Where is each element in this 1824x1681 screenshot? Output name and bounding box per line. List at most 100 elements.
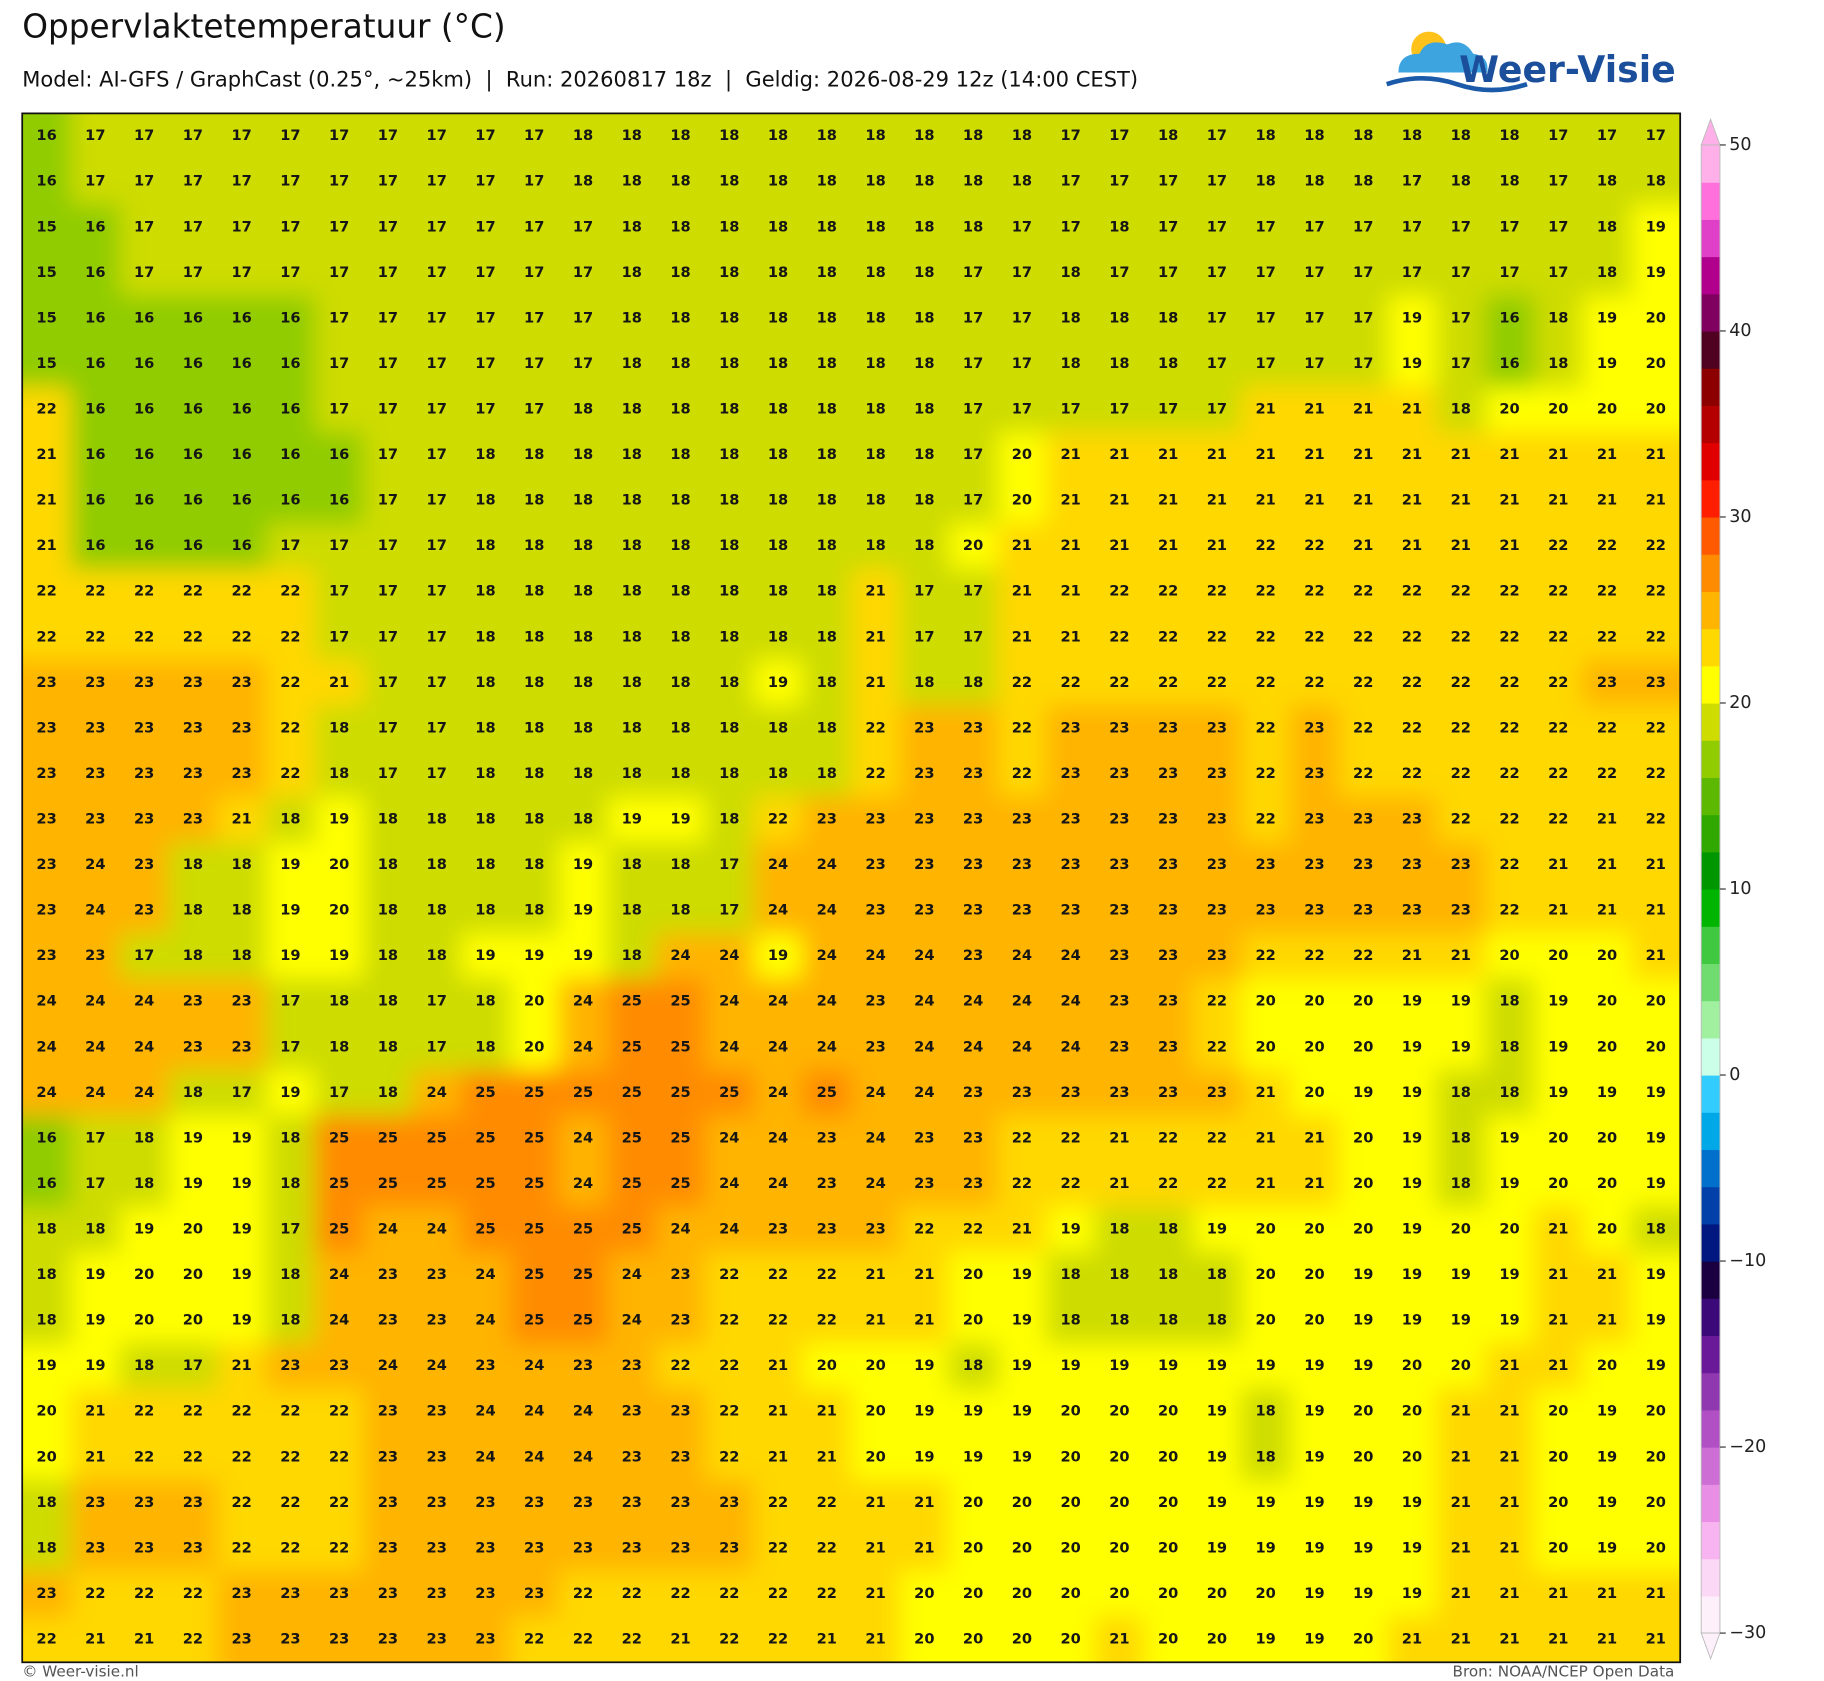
field-cell: [1387, 113, 1438, 160]
grid-value: 23: [817, 811, 837, 828]
field-cell: [656, 295, 706, 342]
grid-value: 20: [963, 1266, 983, 1283]
grid-value: 21: [1304, 1129, 1324, 1146]
field-cell: [899, 1616, 950, 1663]
grid-value: 18: [768, 719, 788, 736]
field-cell: [558, 887, 609, 935]
field-cell: [314, 1434, 365, 1481]
grid-value: 17: [524, 218, 544, 235]
field-cell: [168, 158, 218, 206]
grid-value: 21: [1548, 492, 1568, 509]
grid-value: 21: [1597, 902, 1617, 919]
field-cell: [1290, 1024, 1340, 1071]
grid-value: 17: [378, 401, 398, 418]
grid-value: 19: [36, 1357, 56, 1374]
field-cell: [1582, 842, 1633, 889]
grid-value: 21: [1109, 1631, 1129, 1648]
grid-value: 23: [1304, 811, 1324, 828]
grid-value: 25: [670, 1129, 690, 1146]
grid-value: 20: [1646, 401, 1666, 418]
grid-value: 17: [475, 401, 495, 418]
field-cell: [753, 250, 804, 297]
grid-value: 18: [719, 811, 739, 828]
grid-value: 22: [1158, 583, 1178, 600]
grid-value: 18: [1353, 127, 1373, 144]
field-cell: [1290, 1388, 1340, 1436]
grid-value: 22: [719, 1312, 739, 1329]
grid-value: 17: [963, 492, 983, 509]
grid-value: 21: [1646, 492, 1666, 509]
grid-value: 18: [1109, 218, 1129, 235]
grid-value: 23: [1012, 902, 1032, 919]
grid-value: 18: [670, 628, 690, 645]
grid-value: 18: [1256, 127, 1276, 144]
field-cell: [656, 250, 706, 297]
field-cell: [412, 614, 462, 661]
grid-value: 23: [183, 993, 203, 1010]
field-cell: [314, 796, 365, 843]
grid-value: 22: [1499, 856, 1519, 873]
field-cell: [119, 887, 170, 935]
grid-value: 23: [183, 765, 203, 782]
grid-value: 23: [329, 1631, 349, 1648]
field-cell: [1387, 1388, 1438, 1436]
grid-value: 17: [1402, 218, 1422, 235]
field-cell: [168, 1252, 218, 1299]
field-cell: [1290, 204, 1340, 251]
grid-value: 24: [768, 1084, 788, 1101]
field-cell: [217, 796, 267, 843]
field-cell: [363, 432, 414, 479]
grid-value: 23: [1207, 811, 1227, 828]
grid-value: 18: [524, 446, 544, 463]
field-cell: [1192, 1388, 1243, 1436]
grid-value: 22: [1207, 1038, 1227, 1055]
field-cell: [1387, 705, 1438, 752]
field-cell: [412, 568, 462, 616]
title: Oppervlaktetemperatuur (°C): [22, 7, 505, 45]
grid-value: 17: [914, 583, 934, 600]
field-cell: [558, 477, 609, 525]
grid-value: 18: [768, 492, 788, 509]
grid-value: 23: [378, 1494, 398, 1511]
grid-value: 21: [1304, 492, 1324, 509]
grid-value: 18: [475, 811, 495, 828]
grid-value: 21: [1548, 1631, 1568, 1648]
grid-value: 19: [1402, 1084, 1422, 1101]
field-cell: [1582, 158, 1633, 206]
field-cell: [851, 978, 901, 1026]
grid-value: 15: [36, 264, 56, 281]
grid-value: 19: [329, 811, 349, 828]
field-cell: [461, 842, 511, 889]
grid-value: 24: [524, 1357, 544, 1374]
grid-value: 22: [1158, 1175, 1178, 1192]
field-cell: [1241, 1297, 1291, 1345]
field-cell: [266, 204, 316, 251]
grid-value: 19: [1353, 1312, 1373, 1329]
field-cell: [70, 751, 121, 798]
field-cell: [119, 660, 170, 707]
grid-value: 23: [963, 1175, 983, 1192]
grid-value: 21: [1451, 1539, 1471, 1556]
grid-value: 23: [427, 1585, 447, 1602]
subtitle: Model: AI-GFS / GraphCast (0.25°, ~25km)…: [22, 67, 1138, 93]
field-cell: [461, 1297, 511, 1345]
grid-value: 19: [1646, 1129, 1666, 1146]
field-cell: [1290, 614, 1340, 661]
grid-value: 24: [719, 1175, 739, 1192]
grid-value: 15: [36, 355, 56, 372]
field-cell: [802, 1616, 852, 1663]
field-cells: [22, 113, 1681, 1663]
grid-value: 22: [1109, 628, 1129, 645]
field-cell: [851, 1161, 901, 1208]
field-cell: [1387, 386, 1438, 433]
field-cell: [1533, 386, 1584, 433]
field-cell: [899, 386, 950, 433]
grid-value: 24: [1060, 993, 1080, 1010]
grid-value: 20: [1060, 1585, 1080, 1602]
grid-value: 22: [329, 1448, 349, 1465]
grid-value: 25: [524, 1175, 544, 1192]
grid-value: 20: [1646, 309, 1666, 326]
grid-value: 18: [1060, 1312, 1080, 1329]
grid-value: 20: [1548, 401, 1568, 418]
grid-value: 17: [427, 537, 447, 554]
